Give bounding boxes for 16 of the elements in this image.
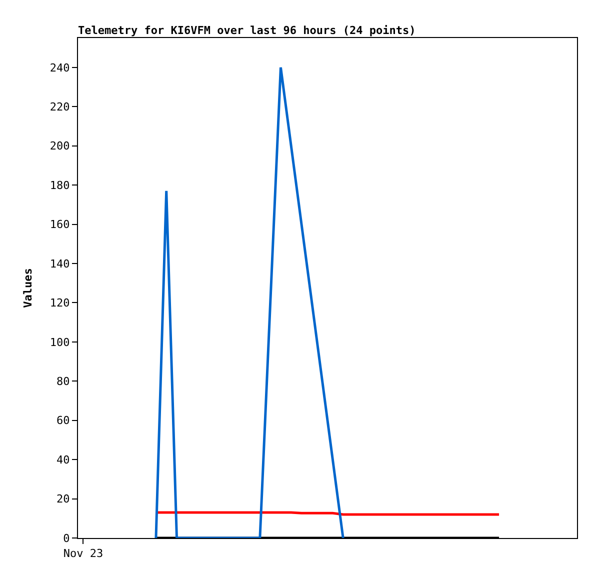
x-tick-label: Nov 23 (63, 547, 104, 560)
y-tick-label: 0 (63, 532, 70, 545)
y-tick-label: 240 (50, 61, 70, 74)
y-tick-label: 200 (50, 140, 70, 153)
y-tick-label: 140 (50, 257, 70, 270)
y-tick-label: 100 (50, 336, 70, 349)
y-tick-label: 40 (56, 453, 70, 466)
y-axis-title: Values (22, 268, 35, 308)
y-tick-label: 180 (50, 178, 70, 192)
y-tick-label: 20 (56, 492, 70, 506)
y-tick-label: 80 (56, 374, 70, 388)
y-tick-label: 60 (56, 414, 70, 428)
y-tick-label: 220 (50, 100, 70, 114)
chart-title: Telemetry for KI6VFM over last 96 hours (24 points) (78, 24, 416, 37)
y-tick-label: 160 (50, 218, 70, 232)
y-tick-label: 120 (50, 296, 70, 310)
